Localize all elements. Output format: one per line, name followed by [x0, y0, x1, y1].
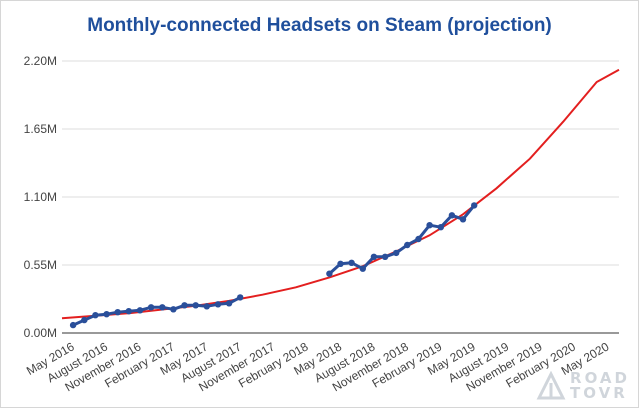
data-point	[404, 241, 411, 249]
data-point	[69, 321, 77, 329]
y-tick-label: 2.20M	[24, 54, 57, 68]
data-point	[170, 306, 177, 313]
trend-line	[61, 68, 620, 320]
y-tick-label: 1.65M	[24, 122, 57, 136]
chart-title: Monthly-connected Headsets on Steam (pro…	[87, 15, 552, 36]
data-point	[393, 249, 400, 257]
data-point	[214, 301, 222, 308]
data-point	[136, 307, 144, 314]
data-point	[103, 311, 110, 318]
data-point	[415, 235, 422, 243]
data-point	[448, 212, 456, 219]
data-point	[125, 308, 132, 315]
watermark-line-1: ROAD	[570, 369, 630, 387]
data-point	[225, 300, 233, 307]
data-point	[181, 302, 188, 309]
data-point	[203, 303, 210, 310]
y-tick-label: 0.00M	[24, 326, 57, 340]
data-point	[437, 224, 444, 231]
y-tick-label: 1.10M	[24, 190, 57, 204]
data-point	[426, 222, 433, 229]
data-point	[471, 202, 478, 209]
data-point	[326, 270, 333, 277]
data-point	[92, 312, 99, 319]
data-point	[381, 253, 389, 260]
road-to-vr-logo-icon	[536, 371, 566, 400]
watermark-line-2: TOVR	[570, 384, 628, 402]
data-point	[459, 216, 467, 223]
data-point	[337, 260, 344, 267]
data-point	[192, 302, 199, 309]
data-point	[348, 259, 355, 266]
data-point	[114, 309, 121, 316]
data-point	[370, 253, 378, 260]
data-point	[81, 316, 88, 324]
data-point	[359, 265, 366, 272]
y-tick-label: 0.55M	[24, 258, 57, 272]
data-point	[237, 294, 244, 301]
data-point	[159, 304, 166, 311]
watermark: ROAD TOVR	[536, 371, 630, 401]
data-point	[147, 304, 155, 311]
